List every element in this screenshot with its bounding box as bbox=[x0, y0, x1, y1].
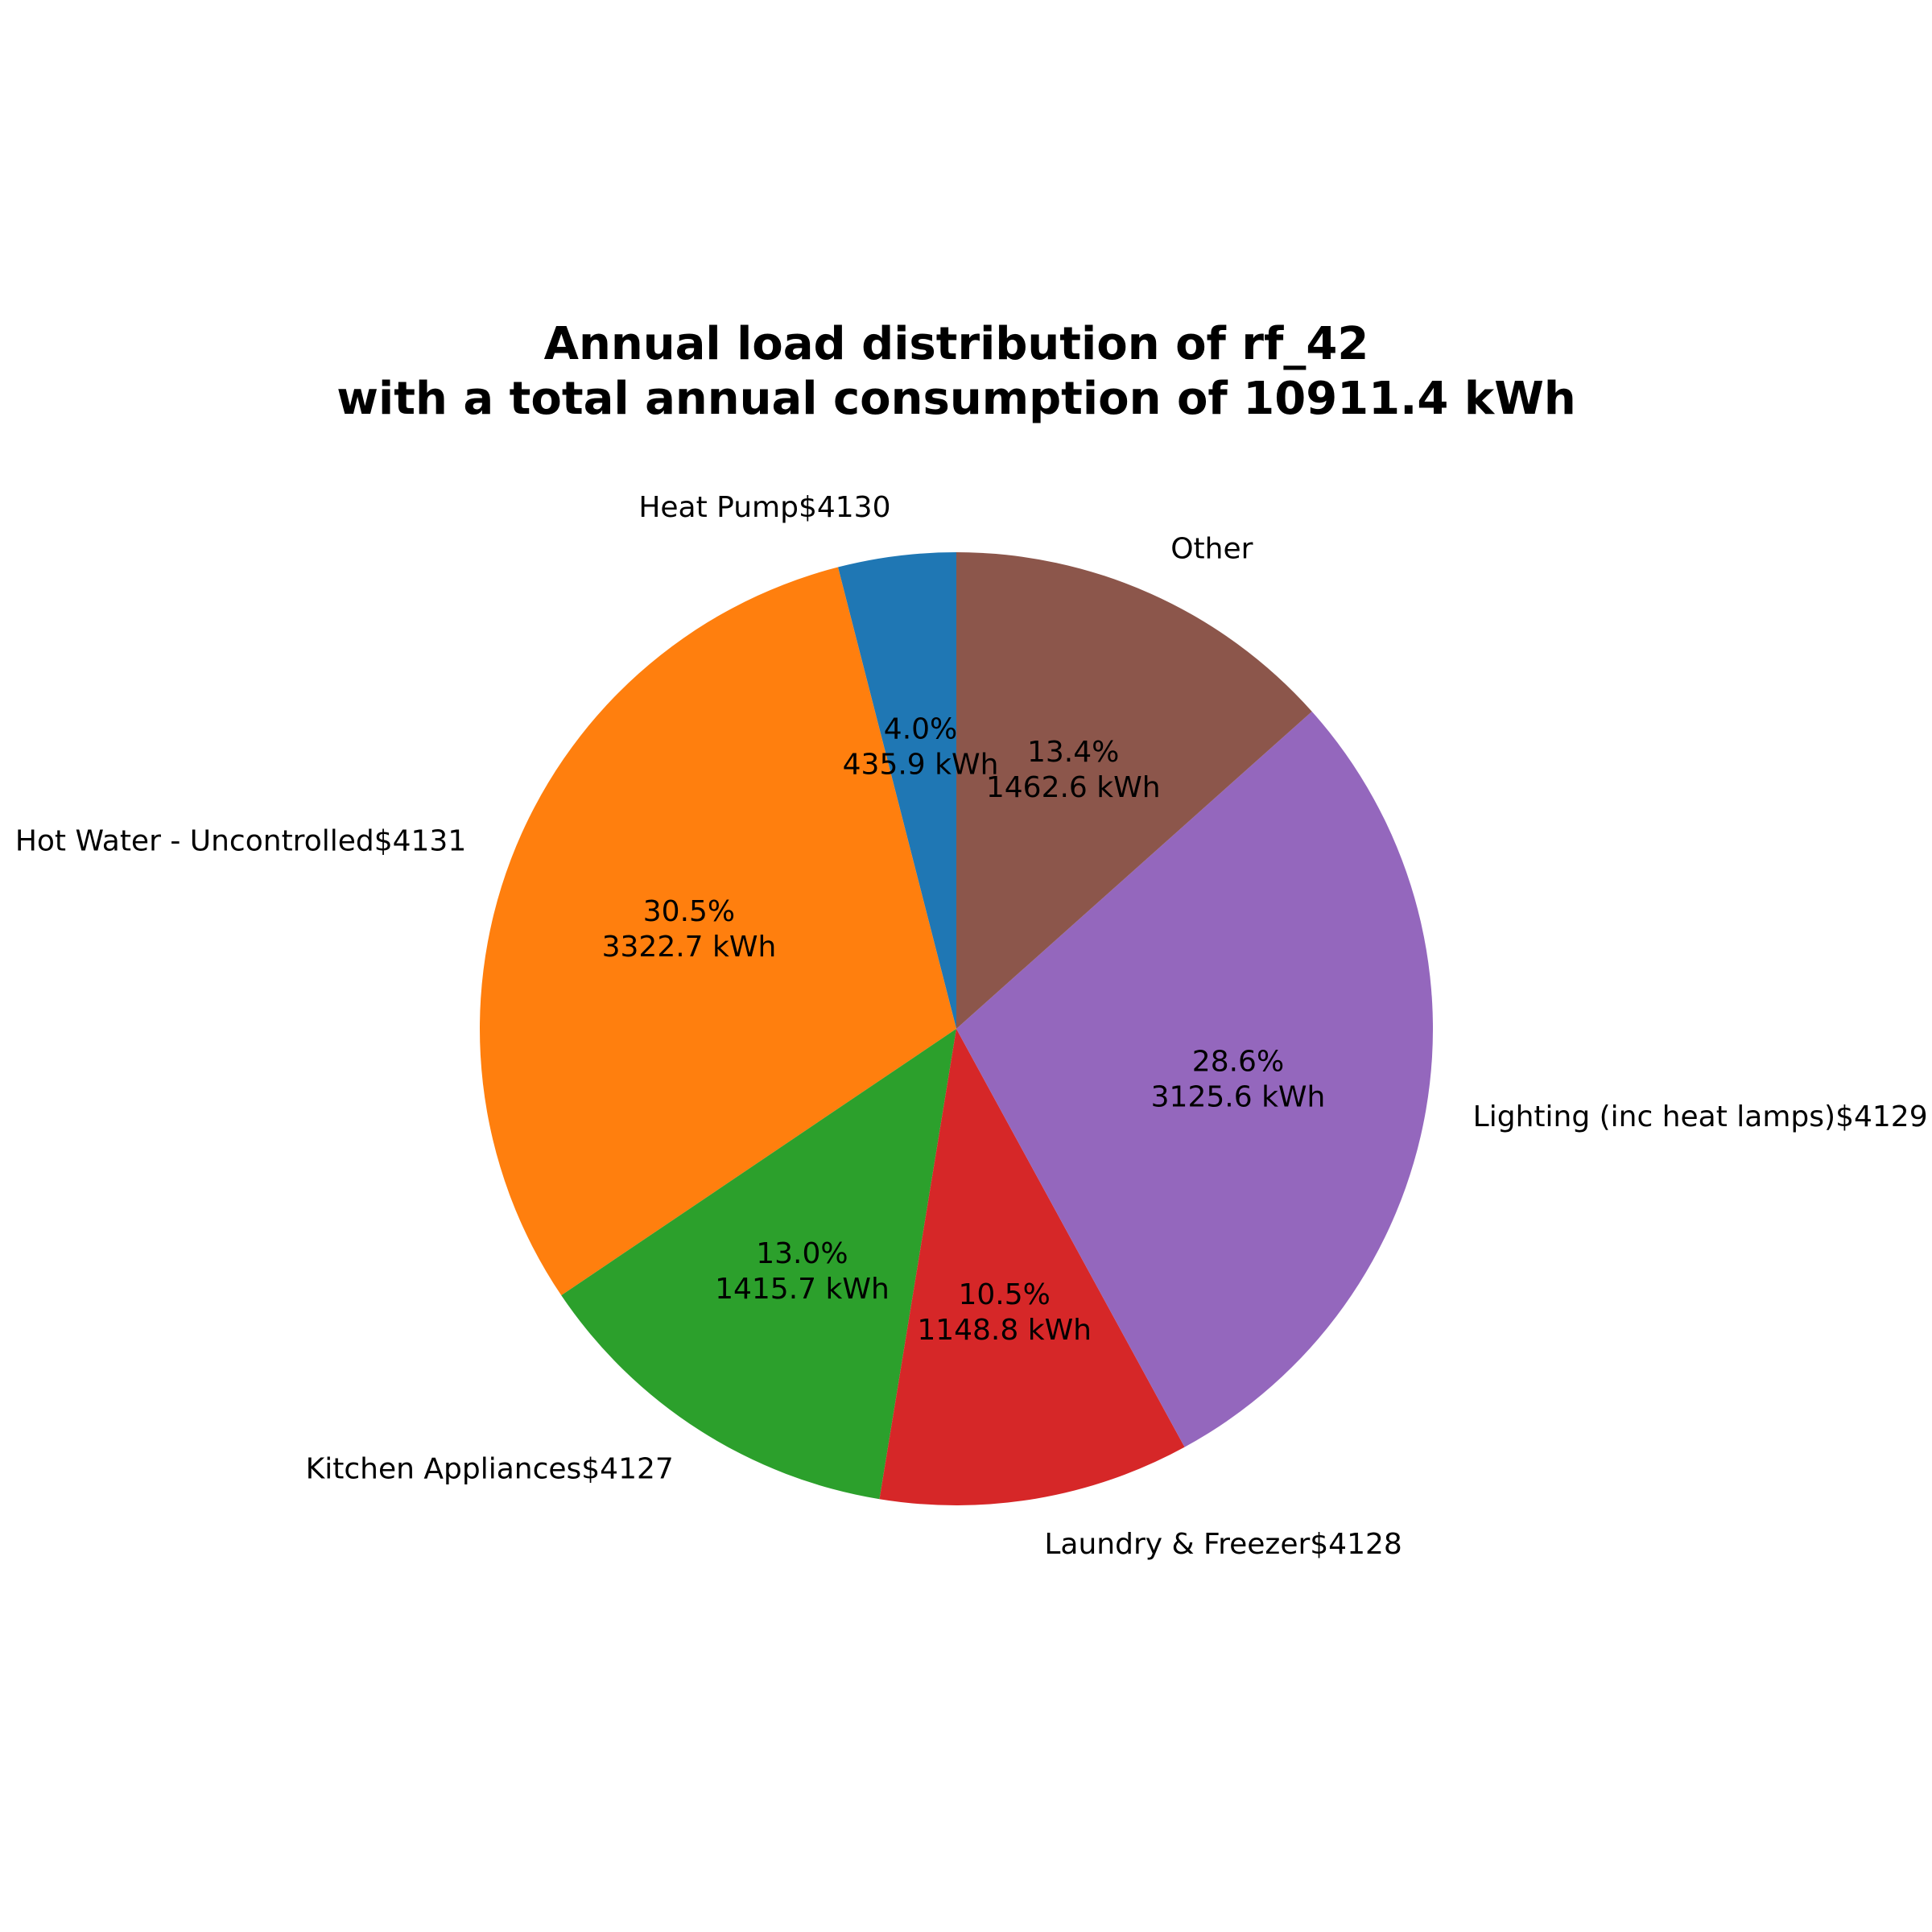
slice-percent-text: 13.0% bbox=[756, 1237, 848, 1270]
slice-percent-text: 30.5% bbox=[643, 895, 735, 928]
chart-title-line-1: Annual load distribution of rf_42 bbox=[544, 318, 1369, 370]
slice-kwh-text: 1462.6 kWh bbox=[986, 771, 1161, 804]
slice-value-label-kitchen-appliances-4127: 13.0% 1415.7 kWh bbox=[715, 1237, 890, 1306]
pie-slice-other bbox=[956, 552, 1312, 1029]
slice-value-label-other: 13.4% 1462.6 kWh bbox=[986, 736, 1161, 804]
slice-kwh-text: 1148.8 kWh bbox=[917, 1314, 1092, 1347]
slice-label-other: Other bbox=[1170, 533, 1253, 566]
pie-slice-hot-water-uncontrolled-4131 bbox=[480, 567, 956, 1296]
pie-slice-heat-pump-4130 bbox=[837, 552, 956, 1029]
slice-percent-text: 13.4% bbox=[1027, 736, 1119, 769]
slice-label-kitchen-appliances-4127: Kitchen Appliances$4127 bbox=[306, 1452, 674, 1485]
slice-label-heat-pump-4130: Heat Pump$4130 bbox=[638, 491, 890, 524]
slice-percent-text: 4.0% bbox=[884, 713, 957, 746]
slice-label-lighting-inc-heat-lamps-4129: Lighting (inc heat lamps)$4129 bbox=[1473, 1100, 1928, 1133]
chart-title-line-2: with a total annual consumption of 10911… bbox=[336, 373, 1575, 425]
slice-label-laundry-freezer-4128: Laundry & Freezer$4128 bbox=[1044, 1528, 1402, 1561]
pie-slice-kitchen-appliances-4127 bbox=[561, 1029, 956, 1500]
slice-value-label-laundry-freezer-4128: 10.5% 1148.8 kWh bbox=[917, 1278, 1092, 1347]
slice-value-label-lighting-inc-heat-lamps-4129: 28.6% 3125.6 kWh bbox=[1151, 1046, 1326, 1114]
category-labels: Heat Pump$4130 Hot Water - Uncontrolled$4… bbox=[15, 491, 1928, 1561]
slice-value-label-heat-pump-4130: 4.0% 435.9 kWh bbox=[843, 713, 999, 782]
slice-kwh-text: 435.9 kWh bbox=[843, 749, 999, 782]
slice-value-label-hot-water-uncontrolled-4131: 30.5% 3322.7 kWh bbox=[602, 895, 777, 964]
percentage-labels: 4.0% 435.9 kWh 30.5% 3322.7 kWh 13.0% 1415.7 … bbox=[602, 713, 1326, 1348]
pie-slice-laundry-freezer-4128 bbox=[879, 1029, 1185, 1505]
pie-slice-lighting-inc-heat-lamps-4129 bbox=[956, 711, 1433, 1447]
slice-percent-text: 28.6% bbox=[1192, 1046, 1284, 1079]
slice-kwh-text: 3322.7 kWh bbox=[602, 931, 777, 964]
slice-kwh-text: 1415.7 kWh bbox=[715, 1273, 890, 1306]
pie-slices bbox=[480, 552, 1433, 1505]
slice-label-hot-water-uncontrolled-4131: Hot Water - Uncontrolled$4131 bbox=[15, 825, 466, 858]
slice-kwh-text: 3125.6 kWh bbox=[1151, 1081, 1326, 1114]
slice-percent-text: 10.5% bbox=[958, 1278, 1050, 1311]
